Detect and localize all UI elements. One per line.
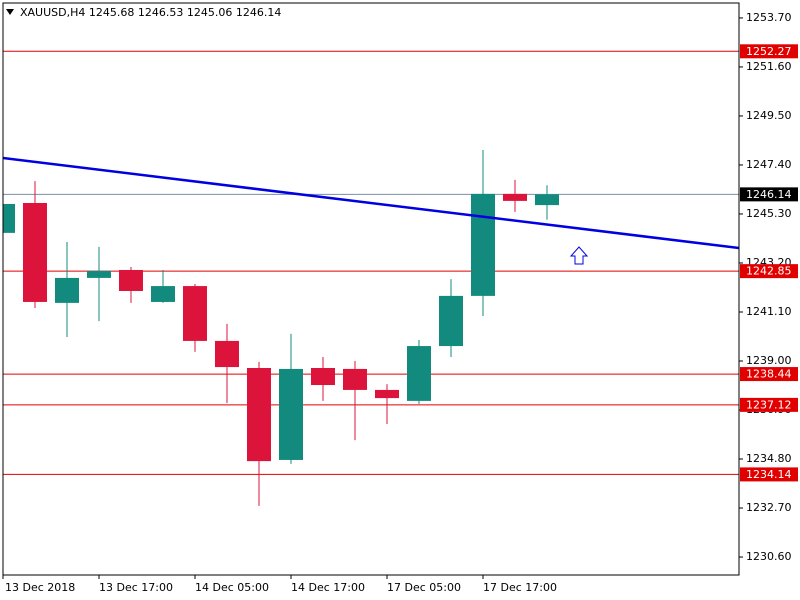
y-tick-label: 1247.40 xyxy=(746,158,792,171)
candle-body xyxy=(279,368,303,460)
level-label: 1237.12 xyxy=(746,398,792,411)
arrow-icon xyxy=(569,246,589,265)
y-tick-label: 1245.30 xyxy=(746,207,792,220)
level-label-box xyxy=(740,397,798,412)
x-tick-label: 17 Dec 05:00 xyxy=(387,581,461,594)
candle-body xyxy=(407,346,431,401)
level-label-box xyxy=(740,44,798,59)
y-tick-label: 1241.10 xyxy=(746,305,792,318)
y-tick-label: 1251.60 xyxy=(746,60,792,73)
last-price-label-box xyxy=(740,187,798,202)
level-label-box xyxy=(740,367,798,382)
candle-body xyxy=(215,340,239,368)
candle-body xyxy=(55,277,79,303)
candle-body xyxy=(3,203,15,233)
candle-body xyxy=(247,367,271,462)
level-label: 1252.27 xyxy=(746,45,792,58)
y-tick-label: 1239.00 xyxy=(746,354,792,367)
title-icon xyxy=(6,9,14,15)
y-tick-label: 1249.50 xyxy=(746,109,792,122)
level-label-box xyxy=(740,467,798,482)
y-tick-label: 1253.70 xyxy=(746,11,792,24)
candle-body xyxy=(439,295,463,347)
candle-body xyxy=(471,193,495,296)
last-price-label: 1246.14 xyxy=(746,188,792,201)
level-label: 1234.14 xyxy=(746,468,792,481)
trendline xyxy=(3,156,739,250)
candle-body xyxy=(503,193,527,201)
candle-body xyxy=(311,367,335,386)
candle-body xyxy=(151,286,175,302)
x-tick-label: 13 Dec 17:00 xyxy=(99,581,173,594)
level-label: 1242.85 xyxy=(746,265,792,278)
candle-body xyxy=(375,389,399,399)
plot-frame xyxy=(2,2,740,576)
y-tick-label: 1234.80 xyxy=(746,452,792,465)
x-tick-label: 17 Dec 17:00 xyxy=(483,581,557,594)
level-label-box xyxy=(740,264,798,279)
candle-body xyxy=(183,286,207,341)
x-tick-label: 14 Dec 05:00 xyxy=(195,581,269,594)
x-tick-label: 13 Dec 2018 xyxy=(5,581,75,594)
candle-body xyxy=(535,194,559,206)
chart-title: XAUUSD,H4 1245.68 1246.53 1245.06 1246.1… xyxy=(20,6,281,19)
y-tick-label: 1230.60 xyxy=(746,550,792,563)
level-label: 1238.44 xyxy=(746,368,792,381)
x-tick-label: 14 Dec 17:00 xyxy=(291,581,365,594)
candle-body xyxy=(343,368,367,390)
y-tick-label: 1232.70 xyxy=(746,501,792,514)
candle-body xyxy=(87,270,111,278)
candle-body xyxy=(119,269,143,291)
plot-area xyxy=(3,50,739,506)
candle-body xyxy=(23,203,47,302)
